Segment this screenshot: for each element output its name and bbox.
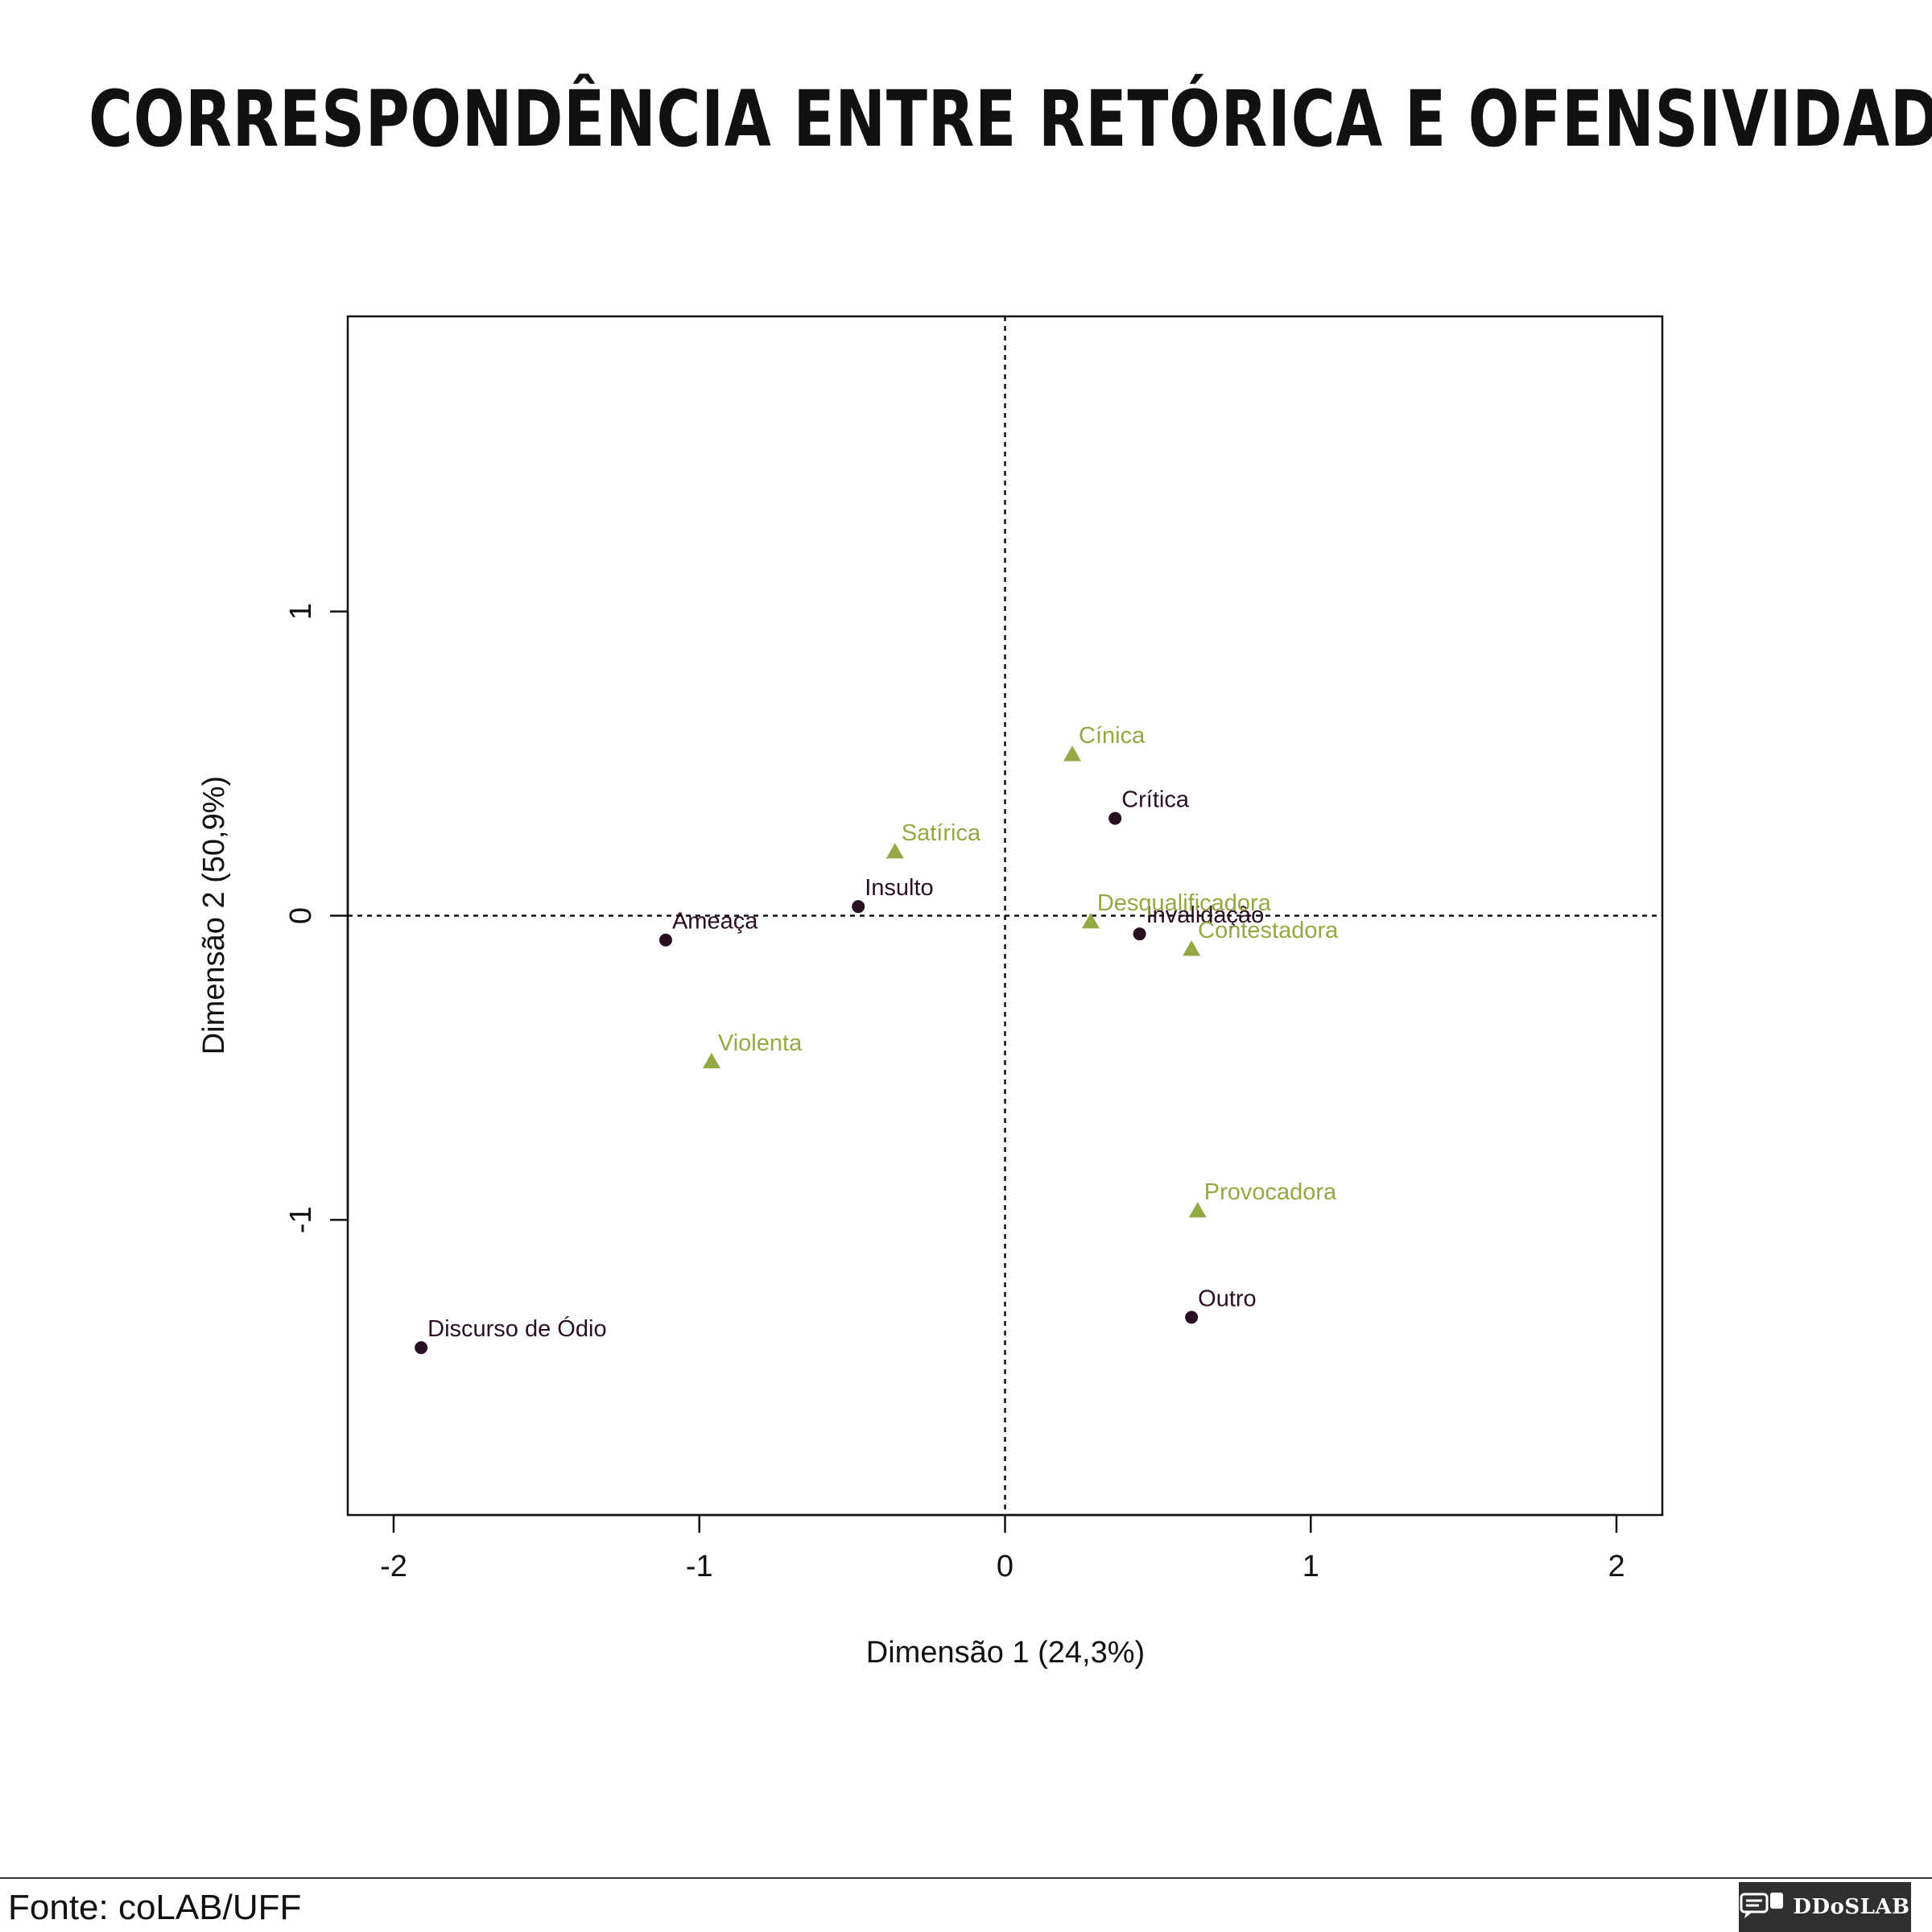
- data-point: Invalidação: [1133, 902, 1265, 941]
- point-label: Insulto: [865, 875, 933, 901]
- source-note: Fonte: coLAB/UFF: [8, 1888, 302, 1927]
- point-label: Discurso de Ódio: [427, 1315, 606, 1342]
- circle-marker: [415, 1341, 428, 1355]
- circle-marker: [1185, 1311, 1199, 1324]
- data-point: Cínica: [1063, 723, 1146, 762]
- chat-bubbles-icon: [1740, 1893, 1784, 1918]
- data-point: Provocadora: [1188, 1179, 1337, 1218]
- footer-divider: [0, 1877, 1932, 1879]
- triangle-marker: [1063, 745, 1082, 762]
- reference-lines: [348, 316, 1662, 1515]
- x-tick-label: 2: [1608, 1550, 1624, 1583]
- point-label: Ameaça: [672, 909, 758, 935]
- triangle-marker: [886, 843, 904, 859]
- x-tick-label: 0: [997, 1550, 1013, 1583]
- data-point: Desqualificadora: [1081, 890, 1272, 929]
- data-point: Discurso de Ódio: [415, 1315, 607, 1355]
- point-label: Crítica: [1121, 787, 1190, 813]
- x-tick-label: -1: [686, 1550, 713, 1583]
- point-label: Satírica: [902, 820, 981, 846]
- data-point: Contestadora: [1183, 918, 1339, 956]
- point-label: Desqualificadora: [1097, 890, 1272, 916]
- x-tick-label: -2: [380, 1550, 407, 1583]
- data-point: Crítica: [1108, 787, 1190, 825]
- y-tick-label: 0: [284, 907, 318, 924]
- data-point: Satírica: [886, 820, 981, 859]
- point-label: Provocadora: [1204, 1179, 1337, 1205]
- circle-marker: [852, 900, 865, 914]
- circle-marker: [1108, 811, 1122, 825]
- point-label: Outro: [1198, 1286, 1257, 1311]
- brand-name: DDoSLAB: [1793, 1895, 1910, 1919]
- y-axis: -1 0 1: [284, 603, 349, 1234]
- y-axis-label: Dimensão 2 (50,9%): [197, 776, 231, 1055]
- data-points: Crítica Insulto Ameaça Invalidação Outro Disc…: [415, 723, 1339, 1355]
- circle-marker: [1133, 927, 1146, 941]
- circle-marker: [658, 933, 672, 947]
- point-label: Cínica: [1079, 723, 1146, 749]
- data-point: Violenta: [702, 1030, 803, 1069]
- point-label: Contestadora: [1198, 918, 1339, 943]
- triangle-marker: [702, 1052, 720, 1069]
- y-tick-label: 1: [284, 603, 318, 620]
- x-tick-label: 1: [1302, 1550, 1319, 1583]
- triangle-marker: [1081, 913, 1100, 929]
- data-point: Outro: [1185, 1286, 1257, 1324]
- page-title: Correspondência entre retórica e ofensiv…: [89, 74, 1932, 164]
- point-label: Violenta: [718, 1030, 803, 1056]
- point-label: Invalidação: [1146, 902, 1265, 928]
- data-point: Ameaça: [658, 909, 758, 947]
- x-axis-label: Dimensão 1 (24,3%): [866, 1636, 1145, 1670]
- x-axis: -2 -1 0 1 2: [380, 1513, 1625, 1583]
- triangle-marker: [1188, 1202, 1207, 1218]
- triangle-marker: [1183, 940, 1201, 956]
- data-point: Insulto: [852, 875, 934, 914]
- y-tick-label: -1: [284, 1207, 318, 1234]
- brand-badge: DDoSLAB: [1739, 1882, 1911, 1932]
